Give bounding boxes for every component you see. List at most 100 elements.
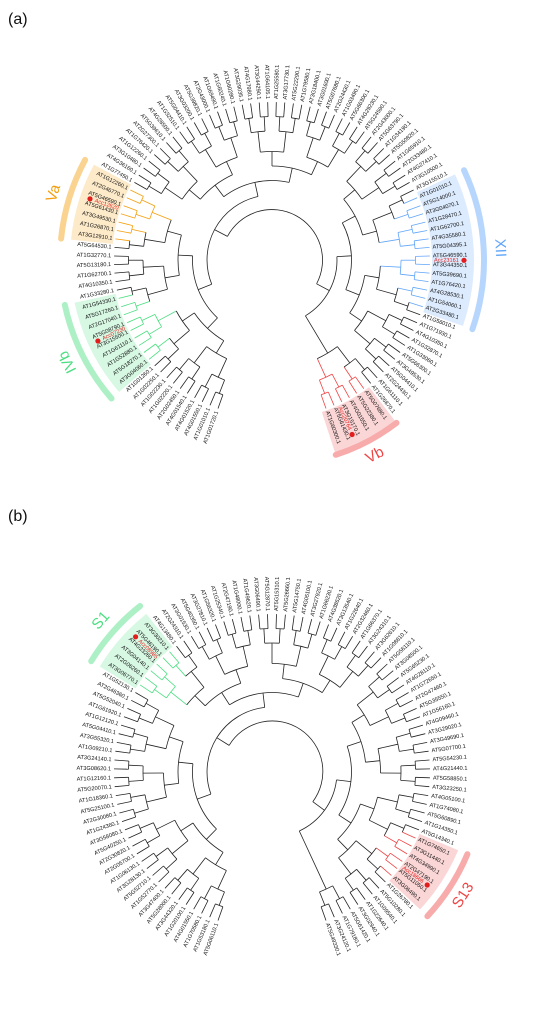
branch-arc: [361, 366, 368, 373]
branch: [186, 126, 195, 140]
branch: [355, 840, 373, 855]
branch: [319, 126, 326, 141]
branch-arc: [228, 720, 324, 802]
branch: [376, 288, 397, 296]
branch-arc: [137, 714, 141, 722]
tip-label: AT5G12870.1: [263, 577, 270, 612]
branch: [355, 150, 366, 162]
branch: [215, 655, 226, 675]
branch: [194, 695, 206, 707]
branch: [311, 161, 318, 175]
branch: [403, 708, 417, 715]
branch: [383, 349, 396, 360]
branch: [190, 671, 205, 688]
branch-arc: [410, 225, 414, 234]
branch: [414, 279, 429, 282]
tip-label: AT5G20070.1: [77, 784, 112, 793]
branch: [331, 373, 340, 388]
branch: [388, 199, 403, 207]
branch: [119, 808, 134, 814]
branch: [356, 691, 374, 706]
query-gene-marker: [95, 338, 101, 344]
branch: [384, 835, 397, 844]
branch: [263, 116, 266, 132]
tip-label: AT1G76420.1: [431, 280, 466, 291]
branch: [382, 185, 396, 194]
branch: [377, 743, 399, 750]
branch: [209, 114, 216, 129]
branch: [241, 104, 246, 120]
branch-arc: [343, 358, 356, 368]
branch: [193, 122, 202, 136]
branch: [372, 361, 384, 373]
branch: [378, 355, 390, 367]
query-gene-marker: [133, 634, 139, 640]
branch: [182, 166, 198, 182]
branch-arc: [224, 665, 248, 675]
branch: [275, 614, 277, 629]
tip-label: AT1G32770.1: [77, 253, 112, 260]
branch-arc: [204, 682, 241, 707]
branch-arc: [155, 169, 161, 177]
branch: [148, 160, 161, 171]
branch: [218, 126, 225, 141]
branch: [217, 870, 227, 890]
branch-arc: [406, 210, 410, 219]
branch: [258, 102, 261, 118]
branch: [396, 330, 410, 339]
branch: [323, 624, 329, 639]
branch: [198, 283, 212, 290]
branch: [154, 689, 167, 699]
branch: [148, 185, 162, 194]
branch: [114, 776, 129, 779]
clade-label-va: Va: [43, 182, 64, 204]
branch: [179, 358, 190, 370]
branch: [139, 822, 154, 829]
branch: [206, 627, 214, 642]
branch: [218, 379, 225, 394]
branch: [118, 733, 133, 738]
panel-label-a: (a): [8, 11, 28, 28]
branch: [339, 671, 354, 688]
branch: [192, 857, 206, 875]
branch: [193, 896, 202, 910]
branch-arc: [134, 302, 138, 310]
branch: [171, 840, 189, 855]
branch: [207, 317, 218, 329]
branch: [406, 716, 421, 723]
branch-arc: [211, 373, 225, 381]
branch-arc: [243, 629, 252, 632]
branch: [374, 172, 387, 183]
branch: [206, 828, 217, 840]
branch: [332, 885, 340, 899]
branch: [165, 858, 178, 870]
branch-arc: [372, 355, 379, 362]
branch: [158, 871, 170, 883]
branch: [412, 801, 427, 805]
branch: [335, 388, 343, 402]
branch: [292, 118, 296, 133]
branch: [114, 263, 129, 265]
branch-arc: [291, 117, 300, 120]
branch: [156, 663, 168, 675]
branch-arc: [335, 896, 344, 901]
branch: [148, 326, 162, 335]
branch: [291, 615, 295, 630]
branch: [127, 708, 141, 715]
tip-label: AT1G64105.1: [263, 65, 270, 100]
branch-arc: [176, 366, 183, 373]
branch: [214, 229, 228, 237]
branch: [346, 655, 356, 668]
branch: [217, 906, 224, 921]
branch-arc: [307, 632, 316, 636]
branch: [188, 189, 201, 200]
branch: [342, 215, 356, 224]
branch-arc: [414, 777, 416, 786]
branch: [379, 238, 400, 243]
branch: [263, 628, 266, 644]
branch: [354, 358, 365, 370]
branch-arc: [151, 686, 158, 694]
tip-label: AT3G44350.1: [433, 262, 468, 269]
branch: [395, 808, 410, 814]
branch: [166, 142, 177, 154]
